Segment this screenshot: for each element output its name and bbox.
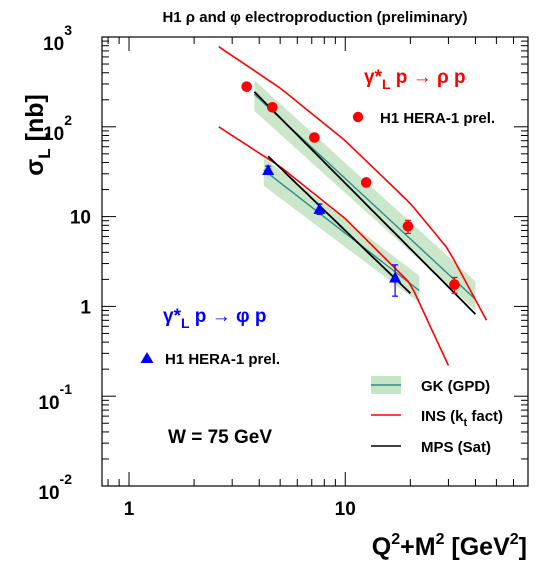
rho-data-point xyxy=(449,279,460,290)
mps--line xyxy=(253,91,477,315)
y-tick-label: 10-1 xyxy=(38,381,72,414)
legend-phi-data: H1 HERA-1 prel. xyxy=(140,351,280,368)
phi-data-point xyxy=(262,164,275,176)
legend-mps: MPS (Sat) xyxy=(371,439,491,456)
svg-text:σL [nb]: σL [nb] xyxy=(21,94,54,176)
legend-gk-label: GK (GPD) xyxy=(421,378,490,395)
phi-data-point xyxy=(389,271,402,283)
ins--line xyxy=(218,126,450,366)
rho-data-point xyxy=(402,220,414,232)
phi-process-label: γ*L p → φ p xyxy=(163,306,266,331)
y-axis-label: σL [nb] xyxy=(21,94,54,176)
legend-ins: INS (kt fact) xyxy=(371,408,503,429)
y-tick-label: 102 xyxy=(43,112,72,145)
energy-label: W = 75 GeV xyxy=(168,427,272,448)
legend-rho-data-label: H1 HERA-1 prel. xyxy=(380,110,495,127)
plot-frame xyxy=(101,36,529,487)
legend-phi-data-label: H1 HERA-1 prel. xyxy=(165,351,280,368)
legend-mps-label: MPS (Sat) xyxy=(421,439,491,456)
mps--line xyxy=(267,155,412,294)
legend-gk: GK (GPD) xyxy=(371,376,490,395)
ins--line xyxy=(218,46,488,321)
phi-data-point xyxy=(313,202,326,214)
rho-data-point xyxy=(360,177,372,188)
y-tick-label: 10-2 xyxy=(38,471,72,504)
rho-data-point xyxy=(267,101,278,113)
legend-ins-label: INS (kt fact) xyxy=(421,408,503,429)
model-lines xyxy=(218,46,488,366)
x-axis-label: Q2+M2 [GeV2] xyxy=(372,531,527,561)
data-points xyxy=(241,81,460,297)
chart-title: H1 ρ and φ electroproduction (preliminar… xyxy=(162,9,467,26)
y-tick-label: 1 xyxy=(80,297,91,318)
x-tick-label: 1 xyxy=(124,499,135,520)
rho-process-label: γ*L p → ρ p xyxy=(364,67,466,92)
y-axis-ticks: 10-2 10-1 1 10 102 103 xyxy=(38,22,528,504)
y-tick-label: 103 xyxy=(43,22,72,55)
x-tick-label: 10 xyxy=(335,499,356,520)
x-axis-ticks: 1 10 xyxy=(107,37,529,520)
rho-data-point xyxy=(241,81,252,92)
legend-rho-data: H1 HERA-1 prel. xyxy=(352,110,495,127)
rho-data-point xyxy=(309,132,320,143)
gk-central-line xyxy=(263,169,420,292)
y-tick-label: 10 xyxy=(70,208,91,229)
